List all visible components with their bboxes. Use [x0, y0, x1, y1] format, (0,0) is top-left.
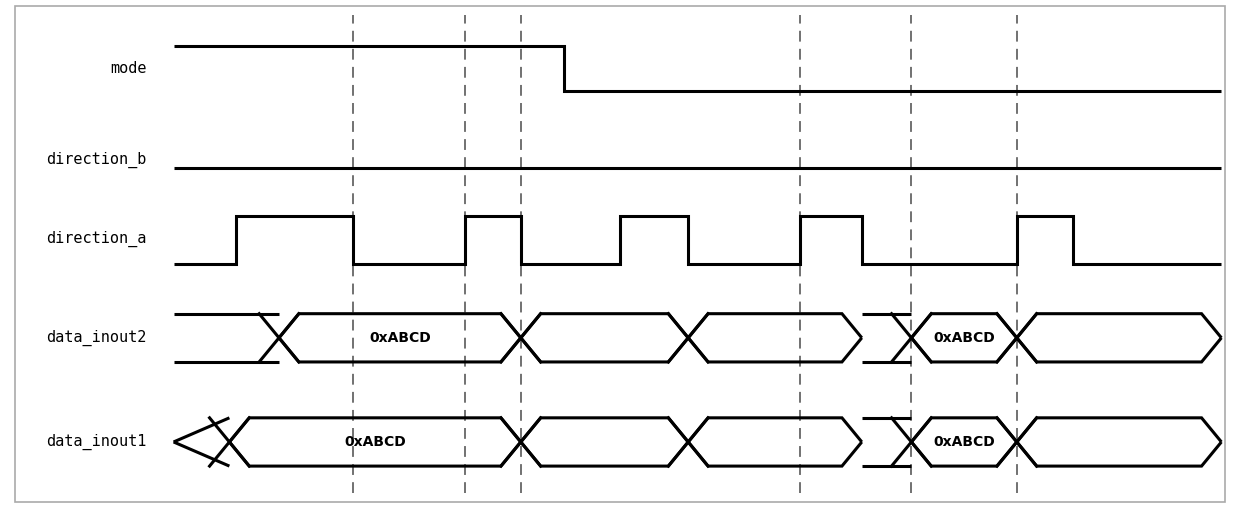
Text: data_inout1: data_inout1 — [46, 434, 146, 450]
Text: 0xABCD: 0xABCD — [934, 331, 994, 345]
Text: 0xABCD: 0xABCD — [345, 435, 405, 449]
Text: 0xABCD: 0xABCD — [934, 435, 994, 449]
Text: data_inout2: data_inout2 — [46, 330, 146, 346]
Text: direction_a: direction_a — [46, 231, 146, 247]
Text: mode: mode — [110, 61, 146, 76]
Text: 0xABCD: 0xABCD — [370, 331, 430, 345]
Text: direction_b: direction_b — [46, 152, 146, 168]
